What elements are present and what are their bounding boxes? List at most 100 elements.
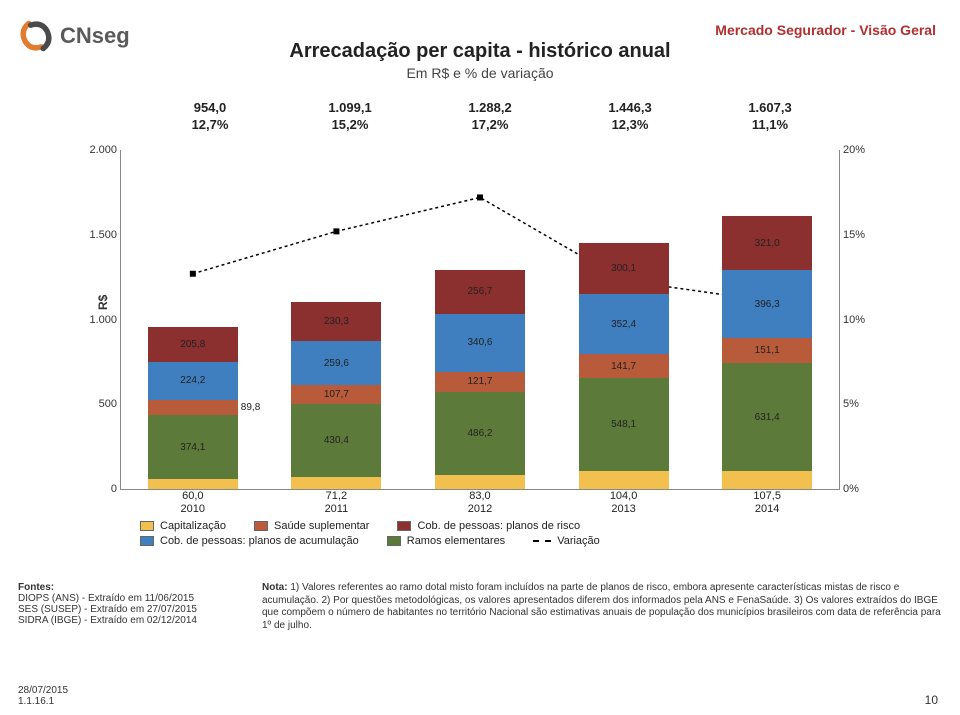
top-value-col: 1.446,3 12,3%: [570, 100, 690, 140]
stacked-bar: 486,2121,7340,6256,7: [435, 270, 525, 489]
capitalizacao-label: 83,0: [425, 490, 535, 502]
segment-acumulacao: 224,2: [148, 362, 238, 400]
fontes-line: SES (SUSEP) - Extraído em 27/07/2015: [18, 604, 248, 615]
capitalizacao-label: 107,5: [712, 490, 822, 502]
ytick-left: 1.000: [89, 314, 121, 326]
variation-value: 17,2%: [430, 117, 550, 132]
stacked-bar: 374,189,8224,2205,8: [148, 327, 238, 489]
x-tick-label: 2014: [712, 503, 822, 515]
total-value: 1.099,1: [290, 100, 410, 115]
ytick-left: 0: [111, 483, 121, 495]
top-value-col: 954,0 12,7%: [150, 100, 270, 140]
segment-risco: 300,1: [579, 243, 669, 294]
footer-date: 28/07/2015: [18, 685, 68, 696]
segment-ramos: 548,1: [579, 378, 669, 471]
ytick-right: 15%: [839, 229, 865, 241]
bar-column: 631,4151,1396,3321,0107,52014: [712, 150, 822, 489]
page-number: 10: [925, 693, 938, 707]
nota-label: Nota:: [262, 582, 288, 593]
x-tick-label: 2011: [281, 503, 391, 515]
plot-area: 374,189,8224,2205,860,02010430,4107,7259…: [120, 150, 840, 490]
legend: CapitalizaçãoSaúde suplementarCob. de pe…: [140, 520, 860, 550]
segment-risco: 256,7: [435, 270, 525, 314]
capitalizacao-label: 71,2: [281, 490, 391, 502]
segment-label: 121,7: [467, 376, 492, 387]
segment-saude: 121,7: [435, 372, 525, 393]
capitalizacao-label: 60,0: [138, 490, 248, 502]
total-value: 954,0: [150, 100, 270, 115]
segment-risco: 321,0: [722, 216, 812, 271]
segment-label: 89,8: [241, 402, 260, 413]
variation-value: 12,7%: [150, 117, 270, 132]
segment-label: 548,1: [611, 419, 636, 430]
bar-column: 374,189,8224,2205,860,02010: [138, 150, 248, 489]
segment-saude: 107,7: [291, 385, 381, 403]
footer-left: 28/07/2015 1.1.16.1: [18, 685, 68, 707]
x-tick-label: 2013: [569, 503, 679, 515]
segment-saude: 151,1: [722, 338, 812, 364]
segment-label: 631,4: [755, 412, 780, 423]
segment-label: 151,1: [755, 345, 780, 356]
segment-risco: 230,3: [291, 302, 381, 341]
page-section-label: Mercado Segurador - Visão Geral: [715, 22, 936, 38]
legend-item-line: Variação: [533, 535, 600, 547]
chart-subtitle: Em R$ e % de variação: [220, 65, 740, 81]
logo: CNseg: [18, 18, 130, 54]
nota-block: Nota: 1) Valores referentes ao ramo dota…: [262, 582, 942, 632]
top-value-row: 954,0 12,7%1.099,1 15,2%1.288,2 17,2%1.4…: [140, 100, 840, 140]
nota-text: 1) Valores referentes ao ramo dotal mist…: [262, 582, 941, 631]
legend-line-icon: [533, 540, 551, 542]
chart-title: Arrecadação per capita - histórico anual: [220, 40, 740, 63]
segment-ramos: 631,4: [722, 363, 812, 470]
ytick-right: 5%: [839, 398, 859, 410]
top-value-col: 1.288,2 17,2%: [430, 100, 550, 140]
legend-swatch: [254, 521, 268, 531]
logo-icon: [18, 18, 54, 54]
legend-item: Cob. de pessoas: planos de acumulação: [140, 535, 359, 547]
segment-label: 107,7: [324, 389, 349, 400]
segment-label: 256,7: [467, 286, 492, 297]
ytick-right: 0%: [839, 483, 859, 495]
fontes-line: SIDRA (IBGE) - Extraído em 02/12/2014: [18, 615, 248, 626]
segment-saude: 89,8: [148, 400, 238, 415]
footer-code: 1.1.16.1: [18, 696, 68, 707]
capitalizacao-label: 104,0: [569, 490, 679, 502]
legend-swatch: [140, 521, 154, 531]
segment-acumulacao: 352,4: [579, 294, 669, 354]
legend-label: Capitalização: [160, 520, 226, 532]
segment-acumulacao: 396,3: [722, 270, 812, 337]
segment-saude: 141,7: [579, 354, 669, 378]
segment-label: 340,6: [467, 337, 492, 348]
fontes-block: Fontes: DIOPS (ANS) - Extraído em 11/06/…: [18, 582, 248, 626]
chart: 954,0 12,7%1.099,1 15,2%1.288,2 17,2%1.4…: [60, 100, 900, 550]
x-tick-label: 2012: [425, 503, 535, 515]
segment-label: 300,1: [611, 263, 636, 274]
ytick-left: 500: [99, 398, 121, 410]
stacked-bar: 430,4107,7259,6230,3: [291, 302, 381, 489]
segment-label: 321,0: [755, 238, 780, 249]
fontes-label: Fontes:: [18, 582, 54, 593]
legend-label: Cob. de pessoas: planos de risco: [417, 520, 580, 532]
segment-label: 259,6: [324, 358, 349, 369]
segment-capitalizacao: [435, 475, 525, 489]
ytick-left: 1.500: [89, 229, 121, 241]
segment-label: 352,4: [611, 319, 636, 330]
bar-column: 486,2121,7340,6256,783,02012: [425, 150, 535, 489]
segment-acumulacao: 259,6: [291, 341, 381, 385]
legend-label: Ramos elementares: [407, 535, 505, 547]
segment-label: 141,7: [611, 361, 636, 372]
segment-capitalizacao: [148, 479, 238, 489]
segment-capitalizacao: [579, 471, 669, 489]
segment-ramos: 374,1: [148, 415, 238, 479]
segment-acumulacao: 340,6: [435, 314, 525, 372]
bar-group: 374,189,8224,2205,860,02010430,4107,7259…: [121, 150, 839, 489]
legend-item: Ramos elementares: [387, 535, 505, 547]
total-value: 1.446,3: [570, 100, 690, 115]
title-block: Arrecadação per capita - histórico anual…: [220, 40, 740, 81]
segment-label: 230,3: [324, 316, 349, 327]
segment-label: 224,2: [180, 375, 205, 386]
y-axis-left-label: R$: [96, 295, 110, 310]
total-value: 1.607,3: [710, 100, 830, 115]
legend-swatch: [387, 536, 401, 546]
legend-item: Cob. de pessoas: planos de risco: [397, 520, 580, 532]
